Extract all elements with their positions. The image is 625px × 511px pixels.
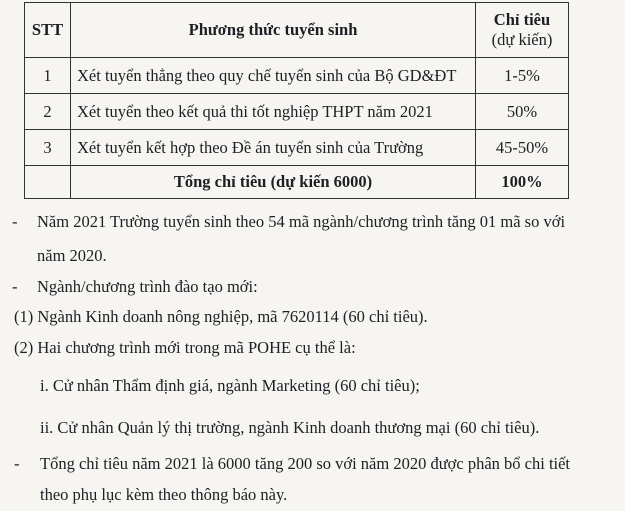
table-row: 1 Xét tuyển thẳng theo quy chế tuyển sin…	[24, 57, 569, 94]
total-value: 100%	[475, 165, 569, 199]
cell-stt: 1	[24, 57, 71, 94]
admission-table: STT Phương thức tuyển sinh Chỉ tiêu (dự k…	[24, 2, 569, 199]
total-label: Tổng chỉ tiêu (dự kiến 6000)	[70, 165, 476, 199]
cell-stt: 3	[24, 129, 71, 166]
header-stt: STT	[24, 2, 71, 58]
paragraph-6: ii. Cử nhân Quản lý thị trường, ngành Ki…	[40, 418, 540, 437]
cell-method: Xét tuyển thẳng theo quy chế tuyển sinh …	[70, 57, 476, 94]
paragraph-1-cont: năm 2020.	[37, 246, 107, 265]
bullet: -	[14, 454, 20, 473]
cell-quota: 45-50%	[475, 129, 569, 166]
paragraph-4: (2) Hai chương trình mới trong mã POHE c…	[14, 338, 356, 357]
cell-stt: 2	[24, 93, 71, 130]
table-header: STT Phương thức tuyển sinh Chỉ tiêu (dự k…	[24, 2, 569, 58]
cell-empty	[24, 165, 71, 199]
cell-quota: 50%	[475, 93, 569, 130]
table-row: 2 Xét tuyển theo kết quả thi tốt nghiệp …	[24, 93, 569, 130]
table-row: 3 Xét tuyển kết hợp theo Đề án tuyển sin…	[24, 129, 569, 166]
paragraph-2: Ngành/chương trình đào tạo mới:	[37, 277, 258, 296]
header-quota: Chỉ tiêu (dự kiến)	[475, 2, 569, 58]
paragraph-7: Tổng chỉ tiêu năm 2021 là 6000 tăng 200 …	[40, 454, 571, 473]
table-total-row: Tổng chỉ tiêu (dự kiến 6000) 100%	[24, 165, 569, 199]
paragraph-7-cont: theo phụ lục kèm theo thông báo này.	[40, 485, 288, 504]
paragraph-3: (1) Ngành Kinh doanh nông nghiệp, mã 762…	[14, 307, 428, 326]
cell-method: Xét tuyển kết hợp theo Đề án tuyển sinh …	[70, 129, 476, 166]
paragraph-5: i. Cử nhân Thẩm định giá, ngành Marketin…	[40, 376, 420, 395]
bullet: -	[12, 212, 18, 231]
bullet: -	[12, 277, 18, 296]
cell-method: Xét tuyển theo kết quả thi tốt nghiệp TH…	[70, 93, 476, 130]
header-method: Phương thức tuyển sinh	[70, 2, 476, 58]
paragraph-1: Năm 2021 Trường tuyển sinh theo 54 mã ng…	[37, 212, 566, 231]
cell-quota: 1-5%	[475, 57, 569, 94]
